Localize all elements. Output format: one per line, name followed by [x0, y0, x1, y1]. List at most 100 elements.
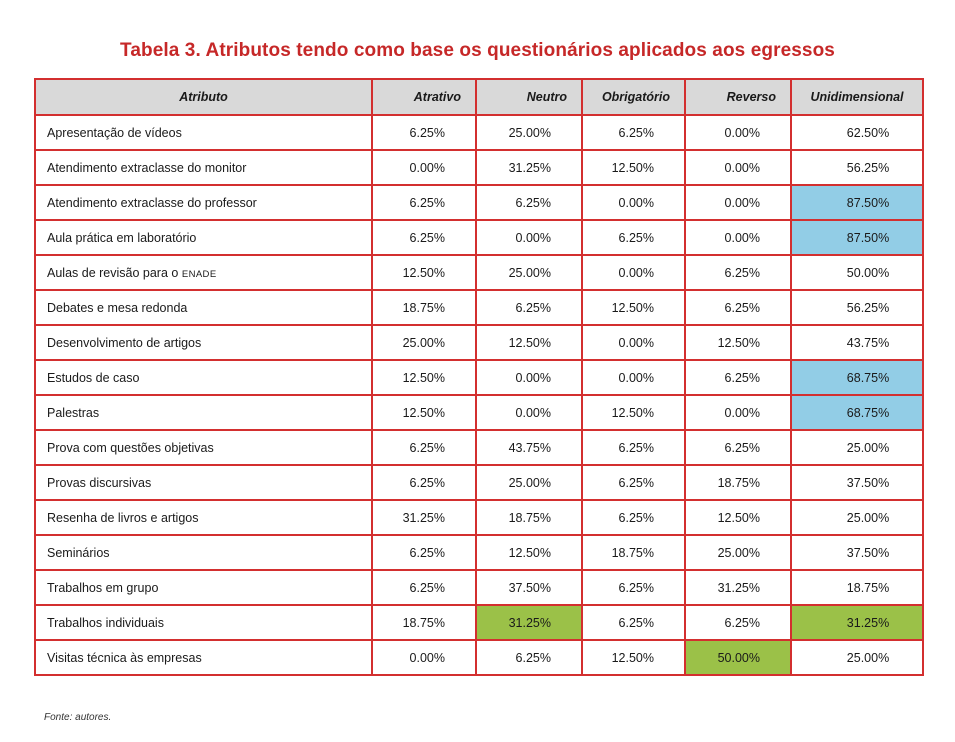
unidimensional-cell: 37.50%	[790, 464, 924, 501]
attribute-cell: Desenvolvimento de artigos	[34, 324, 373, 361]
table-row: Provas discursivas 6.25% 25.00% 6.25% 18.75%…	[34, 464, 924, 501]
attribute-acronym: ENADE	[181, 268, 217, 280]
atrativo-cell: 0.00%	[371, 149, 477, 186]
obrigatorio-cell: 6.25%	[581, 464, 686, 501]
atrativo-cell: 6.25%	[371, 219, 477, 256]
attribute-label: Atendimento extraclasse do monitor	[47, 160, 247, 175]
attribute-label: Prova com questões objetivas	[47, 440, 214, 455]
obrigatorio-cell: 6.25%	[581, 429, 686, 466]
neutro-cell: 31.25%	[475, 149, 583, 186]
table-row: Apresentação de vídeos 6.25% 25.00% 6.25% 0.…	[34, 114, 924, 151]
attribute-label: Provas discursivas	[47, 475, 152, 490]
atrativo-cell: 12.50%	[371, 254, 477, 291]
unidimensional-cell: 62.50%	[790, 114, 924, 151]
obrigatorio-cell: 12.50%	[581, 289, 686, 326]
atrativo-cell: 0.00%	[371, 639, 477, 676]
obrigatorio-cell: 6.25%	[581, 499, 686, 536]
unidimensional-cell: 68.75%	[790, 359, 924, 396]
table-row: Atendimento extraclasse do monitor 0.00% 3…	[34, 149, 924, 186]
reverso-cell: 0.00%	[684, 149, 792, 186]
attribute-cell: Seminários	[34, 534, 373, 571]
attribute-label: Palestras	[47, 405, 100, 420]
neutro-cell: 37.50%	[475, 569, 583, 606]
atrativo-cell: 6.25%	[371, 429, 477, 466]
atrativo-cell: 6.25%	[371, 534, 477, 571]
table-row: Aula prática em laboratório 6.25% 0.00% 6.2…	[34, 219, 924, 256]
obrigatorio-cell: 6.25%	[581, 219, 686, 256]
table-row: Palestras 12.50% 0.00% 12.50% 0.00% 68.75%	[34, 394, 924, 431]
attribute-label: Apresentação de vídeos	[47, 125, 182, 140]
neutro-cell: 6.25%	[475, 639, 583, 676]
attribute-cell: Palestras	[34, 394, 373, 431]
atrativo-cell: 12.50%	[371, 359, 477, 396]
table-row: Trabalhos individuais 18.75% 31.25% 6.25% 6.…	[34, 604, 924, 641]
neutro-cell: 25.00%	[475, 254, 583, 291]
obrigatorio-cell: 0.00%	[581, 184, 686, 221]
attribute-cell: Visitas técnica às empresas	[34, 639, 373, 676]
reverso-cell: 31.25%	[684, 569, 792, 606]
table-row: Estudos de caso 12.50% 0.00% 0.00% 6.25% 68.7…	[34, 359, 924, 396]
reverso-cell: 12.50%	[684, 324, 792, 361]
attribute-label: Seminários	[47, 545, 110, 560]
reverso-cell: 6.25%	[684, 429, 792, 466]
neutro-cell: 6.25%	[475, 289, 583, 326]
reverso-cell: 6.25%	[684, 359, 792, 396]
reverso-cell: 0.00%	[684, 394, 792, 431]
neutro-cell: 12.50%	[475, 324, 583, 361]
attribute-label: Trabalhos em grupo	[47, 580, 159, 595]
reverso-cell: 0.00%	[684, 114, 792, 151]
neutro-cell: 0.00%	[475, 219, 583, 256]
unidimensional-cell: 56.25%	[790, 289, 924, 326]
reverso-cell: 0.00%	[684, 219, 792, 256]
reverso-cell: 6.25%	[684, 289, 792, 326]
attributes-table: Atributo Atrativo Neutro Obrigatório Rev…	[34, 78, 924, 676]
attribute-cell: Provas discursivas	[34, 464, 373, 501]
attribute-label: Atendimento extraclasse do professor	[47, 195, 257, 210]
obrigatorio-cell: 18.75%	[581, 534, 686, 571]
attribute-label: Visitas técnica às empresas	[47, 650, 202, 665]
attribute-cell: Apresentação de vídeos	[34, 114, 373, 151]
obrigatorio-cell: 0.00%	[581, 359, 686, 396]
atrativo-cell: 18.75%	[371, 289, 477, 326]
obrigatorio-cell: 6.25%	[581, 114, 686, 151]
reverso-cell: 6.25%	[684, 604, 792, 641]
neutro-cell: 43.75%	[475, 429, 583, 466]
unidimensional-cell: 87.50%	[790, 219, 924, 256]
neutro-cell: 31.25%	[475, 604, 583, 641]
unidimensional-cell: 50.00%	[790, 254, 924, 291]
header-obrigatorio: Obrigatório	[581, 78, 686, 116]
unidimensional-cell: 87.50%	[790, 184, 924, 221]
attribute-label: Debates e mesa redonda	[47, 300, 188, 315]
neutro-cell: 25.00%	[475, 114, 583, 151]
table-title: Tabela 3. Atributos tendo como base os q…	[120, 40, 835, 61]
atrativo-cell: 12.50%	[371, 394, 477, 431]
reverso-cell: 18.75%	[684, 464, 792, 501]
neutro-cell: 12.50%	[475, 534, 583, 571]
reverso-cell: 25.00%	[684, 534, 792, 571]
unidimensional-cell: 68.75%	[790, 394, 924, 431]
atrativo-cell: 6.25%	[371, 464, 477, 501]
obrigatorio-cell: 12.50%	[581, 639, 686, 676]
obrigatorio-cell: 12.50%	[581, 394, 686, 431]
atrativo-cell: 18.75%	[371, 604, 477, 641]
neutro-cell: 25.00%	[475, 464, 583, 501]
unidimensional-cell: 31.25%	[790, 604, 924, 641]
neutro-cell: 0.00%	[475, 394, 583, 431]
neutro-cell: 6.25%	[475, 184, 583, 221]
table-row: Desenvolvimento de artigos 25.00% 12.50% 0.…	[34, 324, 924, 361]
atrativo-cell: 6.25%	[371, 114, 477, 151]
reverso-cell: 12.50%	[684, 499, 792, 536]
neutro-cell: 18.75%	[475, 499, 583, 536]
attribute-cell: Resenha de livros e artigos	[34, 499, 373, 536]
header-atrativo: Atrativo	[371, 78, 477, 116]
source-note: Fonte: autores.	[44, 712, 112, 723]
table-body: Apresentação de vídeos 6.25% 25.00% 6.25% 0.…	[34, 114, 924, 676]
attribute-cell: Aulas de revisão para o ENADE	[34, 254, 373, 291]
obrigatorio-cell: 0.00%	[581, 324, 686, 361]
unidimensional-cell: 37.50%	[790, 534, 924, 571]
neutro-cell: 0.00%	[475, 359, 583, 396]
table-row: Trabalhos em grupo 6.25% 37.50% 6.25% 31.25%…	[34, 569, 924, 606]
obrigatorio-cell: 6.25%	[581, 604, 686, 641]
obrigatorio-cell: 0.00%	[581, 254, 686, 291]
attribute-cell: Debates e mesa redonda	[34, 289, 373, 326]
